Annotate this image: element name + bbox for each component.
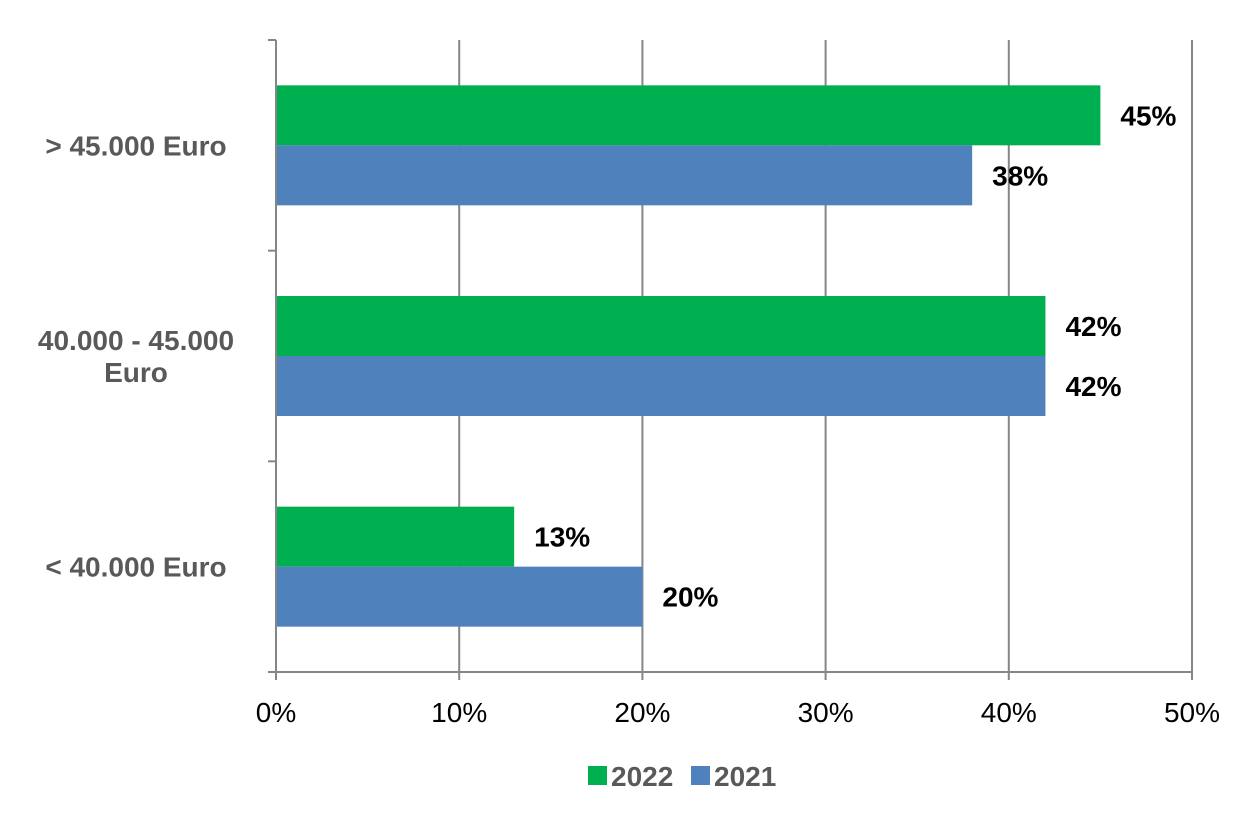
- category-label: 40.000 - 45.000 Euro: [38, 325, 234, 388]
- x-tick-label: 40%: [981, 697, 1037, 728]
- bars: [276, 85, 1101, 627]
- bar-2021: [276, 145, 973, 206]
- data-label: 42%: [1065, 371, 1121, 402]
- x-tick-label: 0%: [256, 697, 296, 728]
- x-tick-label: 10%: [431, 697, 487, 728]
- x-tick-label: 20%: [614, 697, 670, 728]
- bar-2022: [276, 85, 1101, 146]
- legend-swatch-2021: [691, 766, 710, 785]
- bar-2022: [276, 506, 515, 567]
- data-label: 38%: [992, 160, 1048, 191]
- data-label: 13%: [534, 522, 590, 553]
- labels: 0% 10% 20% 30% 40% 50% 45% 38% > 45.000 Euro 42% 4…: [38, 100, 1220, 728]
- bar-2021: [276, 356, 1046, 416]
- legend-label: 2021: [714, 761, 776, 792]
- bar-2022: [276, 296, 1046, 356]
- axes: [268, 39, 1193, 680]
- data-label: 42%: [1065, 311, 1121, 342]
- legend: 2022 2021: [588, 761, 776, 792]
- x-tick-label: 30%: [798, 697, 854, 728]
- category-label: < 40.000 Euro: [45, 552, 226, 583]
- bar-2021: [276, 566, 643, 627]
- legend-label: 2022: [611, 761, 673, 792]
- category-label: > 45.000 Euro: [45, 130, 226, 161]
- legend-swatch-2022: [588, 766, 607, 785]
- data-label: 45%: [1120, 100, 1176, 131]
- x-tick-label: 50%: [1164, 697, 1220, 728]
- data-label: 20%: [662, 582, 718, 613]
